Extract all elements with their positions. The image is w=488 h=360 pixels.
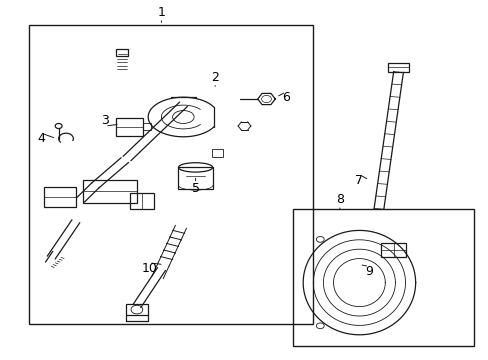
Bar (44, 187, 76, 207)
Text: 3: 3 (101, 114, 109, 127)
Bar (129, 193, 154, 209)
Text: 9: 9 (365, 265, 372, 278)
Text: 10: 10 (141, 262, 157, 275)
Bar (293, 209, 473, 346)
Bar (116, 49, 128, 56)
Text: 5: 5 (191, 183, 199, 195)
Bar (126, 304, 147, 315)
Text: 7: 7 (355, 174, 363, 186)
Text: 6: 6 (282, 91, 289, 104)
Bar (381, 243, 405, 257)
Bar (29, 25, 312, 324)
Text: 4: 4 (38, 132, 45, 145)
Bar (83, 180, 137, 203)
Bar (211, 149, 223, 157)
Text: 1: 1 (157, 6, 165, 19)
Bar (178, 167, 212, 189)
Text: 2: 2 (211, 71, 219, 84)
Bar (387, 63, 408, 72)
Bar (116, 118, 143, 136)
Bar (143, 123, 150, 130)
Text: 8: 8 (335, 193, 343, 206)
